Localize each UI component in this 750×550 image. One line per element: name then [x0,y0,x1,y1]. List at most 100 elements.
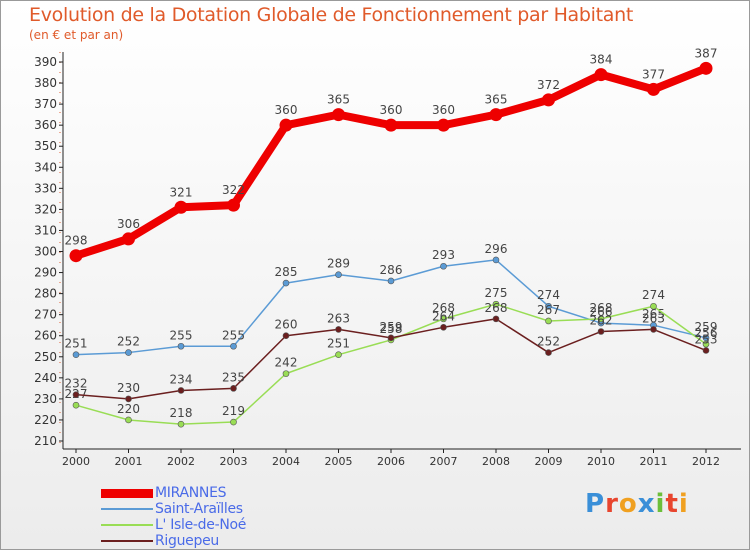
y-tick-label: 260 [34,329,57,343]
data-point-mirannes [332,108,345,122]
data-label-saint-ara-lles: 289 [327,257,350,271]
data-label-l-isle-de-no: 268 [590,301,613,315]
data-label-mirannes: 360 [432,103,455,117]
logo-letter: i [655,489,666,519]
data-point-l-isle-de-no [492,300,500,308]
data-label-saint-ara-lles: 285 [275,265,298,279]
data-point-riguepeu [492,315,500,323]
data-point-mirannes [384,118,398,132]
legend-swatch [101,508,153,510]
data-label-l-isle-de-no: 256 [695,326,718,340]
data-label-mirannes: 321 [170,185,193,199]
data-point-riguepeu [387,334,395,342]
data-label-mirannes: 322 [222,183,245,197]
chart-subtitle: (en € et par an) [29,28,124,42]
data-point-riguepeu [72,391,80,398]
y-tick-label: 350 [34,139,57,153]
data-label-l-isle-de-no: 267 [537,303,560,317]
legend-label: MIRANNES [155,485,227,501]
data-label-l-isle-de-no: 218 [170,406,193,420]
y-tick-label: 270 [34,308,57,322]
data-point-l-isle-de-no [702,340,710,348]
data-point-saint-ara-lles [282,279,290,287]
y-tick-label: 230 [34,392,57,406]
data-point-l-isle-de-no [545,317,552,325]
data-label-riguepeu: 232 [65,377,88,391]
data-label-l-isle-de-no: 220 [117,402,140,416]
data-label-mirannes: 360 [380,103,403,117]
x-tick-label: 2006 [377,455,405,468]
data-label-saint-ara-lles: 255 [170,328,193,342]
data-point-mirannes [227,198,240,212]
data-label-l-isle-de-no: 275 [485,286,508,300]
x-tick-label: 2008 [482,455,510,468]
data-label-l-isle-de-no: 258 [380,322,403,336]
y-tick-label: 220 [34,413,57,427]
logo-letter: r [605,489,619,519]
data-point-mirannes [542,93,555,107]
x-tick-label: 2001 [115,455,143,468]
y-tick-label: 330 [34,181,57,195]
data-point-riguepeu [597,328,605,335]
data-label-saint-ara-lles: 252 [117,335,140,349]
y-tick-label: 290 [34,266,57,280]
data-point-l-isle-de-no [177,420,185,428]
y-tick-label: 340 [34,160,57,174]
y-tick-label: 250 [34,350,57,364]
data-label-riguepeu: 259 [380,320,403,334]
x-tick-label: 2010 [587,455,615,468]
y-tick-label: 390 [34,55,57,69]
data-point-riguepeu [545,349,552,356]
data-point-l-isle-de-no [282,370,290,377]
logo-letter: t [665,489,679,519]
data-label-mirannes: 306 [117,217,140,231]
legend-label: Saint-Araïlles [155,501,243,517]
x-tick-label: 2004 [272,455,300,468]
data-point-saint-ara-lles [387,277,395,285]
data-label-riguepeu: 263 [327,311,350,325]
data-label-saint-ara-lles: 251 [65,337,88,351]
y-tick-label: 360 [34,118,57,132]
x-tick-label: 2002 [167,455,195,468]
legend-label: Riguepeu [155,533,219,549]
data-label-saint-ara-lles: 255 [222,328,245,342]
data-point-mirannes [122,232,135,246]
data-label-mirannes: 372 [537,78,560,92]
x-tick-label: 2005 [325,455,353,468]
data-point-l-isle-de-no [650,302,657,310]
data-point-saint-ara-lles [72,351,80,358]
data-label-riguepeu: 253 [695,332,718,346]
logo-letter: i [678,489,689,519]
data-point-saint-ara-lles [702,334,710,342]
y-tick-label: 380 [34,76,57,90]
data-label-saint-ara-lles: 293 [432,248,455,262]
data-label-mirannes: 377 [642,67,665,81]
legend-item-mirannes: MIRANNES [101,485,246,501]
data-label-riguepeu: 264 [432,309,455,323]
data-point-mirannes [69,249,83,263]
data-point-l-isle-de-no [72,401,80,409]
y-tick-label: 300 [34,245,57,259]
data-label-mirannes: 387 [695,46,718,60]
data-label-riguepeu: 260 [275,318,298,332]
y-tick-label: 210 [34,434,57,448]
data-point-mirannes [174,200,188,214]
data-point-riguepeu [702,347,710,354]
data-label-riguepeu: 268 [485,301,508,315]
data-label-saint-ara-lles: 266 [590,305,613,319]
data-point-riguepeu [125,395,132,403]
data-label-riguepeu: 230 [117,381,140,395]
data-label-l-isle-de-no: 274 [642,288,665,302]
legend-item-riguepeu: Riguepeu [101,533,246,549]
data-point-mirannes [489,108,503,122]
data-label-riguepeu: 252 [537,335,560,349]
data-label-saint-ara-lles: 259 [695,320,718,334]
data-label-mirannes: 298 [65,234,88,248]
legend-label: L' Isle-de-Noé [155,517,247,533]
data-point-riguepeu [650,326,657,333]
logo-letter: P [585,489,606,519]
chart-title: Evolution de la Dotation Globale de Fonc… [29,4,634,26]
logo-letter: x [637,489,656,519]
